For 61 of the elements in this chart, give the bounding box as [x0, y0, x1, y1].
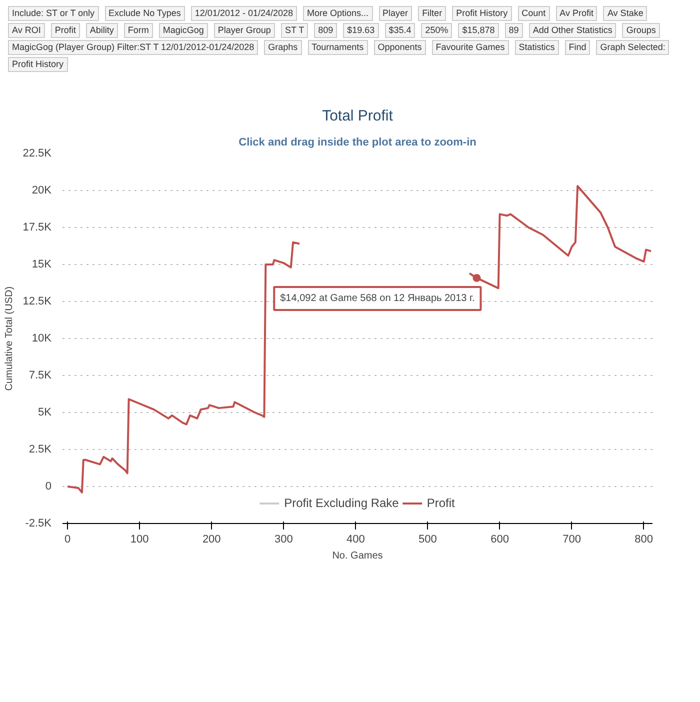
text: 809: [314, 23, 338, 38]
text: 250%: [421, 23, 452, 38]
y-tick-label: 7.5K: [28, 370, 52, 382]
y-tick-label: 12.5K: [22, 296, 52, 308]
text: Tournaments: [308, 40, 368, 55]
text: Profit History: [452, 6, 512, 21]
y-tick-label: 0: [45, 480, 52, 492]
y-tick-label: -2.5K: [25, 518, 52, 530]
y-tick-label: 5K: [38, 406, 52, 418]
text: $15,878: [458, 23, 499, 38]
text: Form: [124, 23, 153, 38]
annotation: $14,092 at Game 568 on 12 Январь 2013 г.: [280, 292, 475, 304]
chart-title: Total Profit: [322, 108, 394, 124]
x-tick-label: 0: [64, 534, 71, 546]
x-tick-label: 500: [418, 534, 437, 546]
x-axis-title: No. Games: [332, 550, 383, 562]
text: Profit: [50, 23, 80, 38]
text: $19.63: [343, 23, 379, 38]
y-tick-label: 2.5K: [28, 444, 52, 456]
text: MagicGog (Player Group) Filter:ST T 12/01/2012-01/24/2028: [8, 40, 258, 55]
text: Add Other Statistics: [528, 23, 616, 38]
legend-label: Profit Excluding Rake: [284, 496, 399, 510]
text: Player Group: [214, 23, 275, 38]
text: Include: ST or T only: [8, 6, 99, 21]
legend-label: Profit: [426, 496, 455, 510]
y-tick-label: 17.5K: [22, 222, 52, 234]
text: Count: [518, 6, 550, 21]
text: $35.4: [384, 23, 416, 38]
text: Groups: [622, 23, 660, 38]
text: Filter: [418, 6, 446, 21]
y-tick-label: 22.5K: [22, 148, 52, 160]
text: MagicGog: [158, 23, 208, 38]
text: Player: [378, 6, 412, 21]
x-tick-label: 300: [274, 534, 293, 546]
x-tick-label: 400: [346, 534, 365, 546]
x-tick-label: 700: [562, 534, 581, 546]
text: Graph Selected:: [596, 40, 670, 55]
text: Av Profit: [556, 6, 598, 21]
x-tick-label: 800: [634, 534, 654, 546]
x-tick-label: 100: [130, 534, 149, 546]
text: 12/01/2012 - 01/24/2028: [190, 6, 298, 21]
text: Find: [564, 40, 590, 55]
text: Profit History: [8, 57, 68, 72]
x-tick-label: 600: [490, 534, 509, 546]
y-tick-label: 15K: [32, 258, 52, 270]
text: Graphs: [264, 40, 302, 55]
text: Exclude No Types: [104, 6, 185, 21]
text: Ability: [86, 23, 118, 38]
y-tick-label: 10K: [32, 332, 52, 344]
chart-subtitle: Click and drag inside the plot area to zoom-in: [238, 136, 477, 148]
text: Favourite Games: [432, 40, 509, 55]
x-tick-label: 200: [202, 534, 221, 546]
text: More Options...: [303, 6, 373, 21]
text: 89: [504, 23, 523, 38]
text: Av Stake: [603, 6, 648, 21]
text: Opponents: [374, 40, 426, 55]
text: ST T: [280, 23, 308, 38]
y-tick-label: 20K: [32, 184, 52, 196]
text: Statistics: [514, 40, 559, 55]
text: Av ROI: [8, 23, 45, 38]
y-axis-title: Cumulative Total (USD): [4, 286, 15, 391]
